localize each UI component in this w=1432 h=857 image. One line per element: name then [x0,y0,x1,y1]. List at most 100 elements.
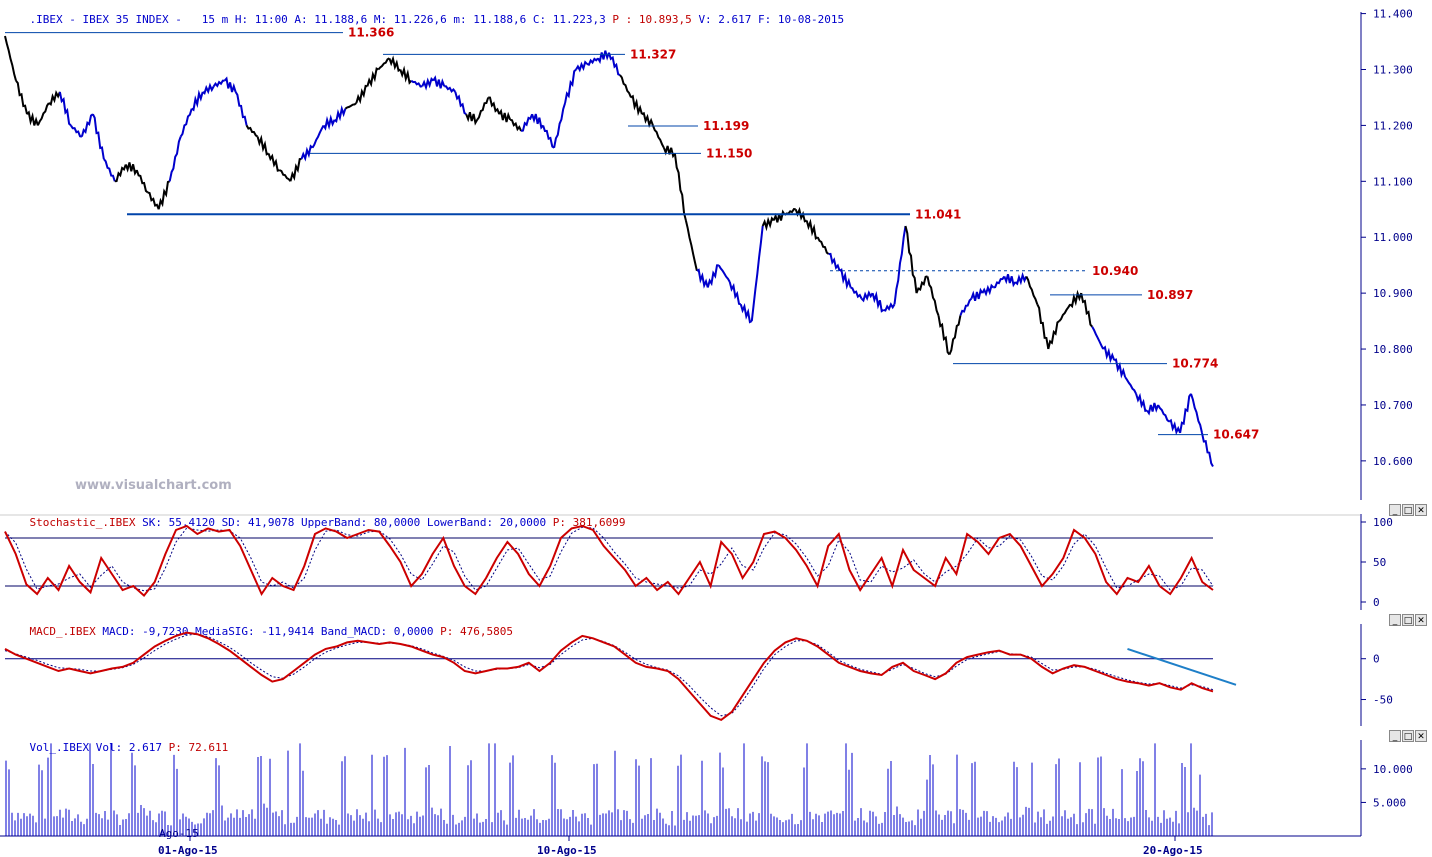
price-bar-segment [850,286,863,300]
x-overlay-label: Ago-15 [159,827,199,840]
restore-button[interactable]: □ [1402,730,1414,742]
price-bar-segment [1168,418,1182,436]
minimize-button[interactable]: _ [1389,614,1401,626]
price-bar-segment [465,111,479,126]
x-tick-label: 01-Ago-15 [158,844,218,857]
price-bar-segment [256,134,270,156]
price-bar-segment [937,315,951,356]
y-tick-label: 0 [1373,653,1380,666]
close-button[interactable]: ✕ [1415,730,1427,742]
price-bar-segment [728,281,742,306]
level-label: 11.327 [630,47,676,61]
level-label: 10.774 [1172,357,1218,371]
price-bar-segment [926,276,940,316]
price-bar-segment [750,225,764,322]
stochastic-p: P: 381,6099 [552,516,626,529]
price-bar-segment [421,77,435,91]
price-bar-segment [1047,320,1060,350]
y-tick-label: 100 [1373,516,1393,529]
price-bar-segment [1058,303,1072,322]
price-bar-segment [410,79,423,88]
price-bar-segment [444,85,457,93]
price-bar-segment [1146,402,1160,416]
price-bar-segment [993,275,1006,289]
price-bar-segment [26,110,39,126]
price-bar-segment [586,57,599,67]
price-bar-segment [673,153,687,221]
price-bar-segment [476,97,490,121]
price-bar-segment [454,91,467,116]
restore-button[interactable]: □ [1402,504,1414,516]
volume-name: Vol_.IBEX [29,741,90,754]
price-bar-segment [1025,275,1039,305]
stochastic-chart[interactable]: 100 50 0 [0,502,1432,612]
price-bar-segment [564,68,577,104]
stochastic-panel[interactable]: Stochastic_.IBEX SK: 55,4120 SD: 41,9078… [0,502,1432,612]
price-bar-segment [553,102,567,148]
y-tick-label: 0 [1373,596,1380,609]
price-bar-segment [388,55,401,73]
macd-trendline [1127,647,1237,686]
y-tick-label: -50 [1373,694,1393,707]
macd-signal-line [4,633,1214,717]
y-tick-label: 10.700 [1373,399,1413,412]
y-tick-label: 10.800 [1373,343,1413,356]
restore-button[interactable]: □ [1402,614,1414,626]
price-bar-segment [488,96,501,115]
price-bar-segment [377,57,390,71]
price-bar-segment [135,169,149,194]
minimize-button[interactable]: _ [1389,504,1401,516]
price-bar-segment [70,124,83,138]
price-bar-segment [662,145,676,159]
price-bar-segment [168,136,182,182]
volume-p: P: 72.611 [168,741,229,754]
y-tick-label: 5.000 [1373,796,1406,809]
y-tick-label: 11.100 [1373,175,1413,188]
price-bar-segment [915,275,928,294]
level-label: 11.041 [915,207,961,221]
price-bar-segment [366,67,379,88]
price-bar-segment [1003,274,1017,288]
price-bar-segment [234,91,248,126]
price-bar-segment [828,252,841,272]
price-bar-segment [48,89,61,106]
price-chart[interactable]: 11.400 11.300 11.200 11.100 11.000 10.900 10.8… [0,0,1432,502]
price-bar-segment [630,94,643,117]
price-bar-segment [1135,392,1148,412]
price-bar-segment [860,290,874,303]
price-bar-segment [1113,358,1127,379]
price-bar-segment [1080,292,1093,328]
x-tick-label: 10-Ago-15 [537,844,597,857]
price-bar-segment [893,225,907,305]
macd-p: P: 476,5805 [440,625,513,638]
y-tick-label: 10.900 [1373,287,1413,300]
close-button[interactable]: ✕ [1415,504,1427,516]
price-bar-segment [597,50,610,65]
price-bar-segment [344,102,358,110]
volume-chart[interactable]: 10.000 5.000 01-Ago-15 10-Ago-15 20-Ago-15 Ag… [0,728,1432,857]
price-bar-segment [245,124,259,138]
macd-chart[interactable]: 0 -50 [0,612,1432,728]
minimize-button[interactable]: _ [1389,730,1401,742]
price-bar-segment [706,264,719,288]
price-bar-segment [684,220,698,272]
price-panel[interactable]: .IBEX - IBEX 35 INDEX - 15 m H: 11:00 A:… [0,0,1432,502]
stochastic-values: SK: 55,4120 SD: 41,9078 UpperBand: 80,00… [142,516,547,529]
volume-panel[interactable]: Vol_.IBEX Vol: 2.617 P: 72.611 _ □ ✕ 10.… [0,728,1432,857]
p-label: P : 10.893,5 [612,13,692,26]
price-bar-segment [509,118,523,132]
price-bar-segment [805,218,819,241]
price-bar-segment [15,80,28,115]
macd-panel[interactable]: MACD_.IBEX MACD: -9,7230 MediaSIG: -11,9… [0,612,1432,728]
y-tick-label: 50 [1373,556,1386,569]
x-tick-label: 20-Ago-15 [1143,844,1203,857]
close-button[interactable]: ✕ [1415,614,1427,626]
price-bar-segment [202,82,215,95]
price-bar-segment [1091,326,1105,350]
price-bar-segment [300,144,314,162]
y-tick-label: 11.200 [1373,119,1413,132]
price-bar-segment [432,75,446,89]
level-label: 10.940 [1092,264,1138,278]
price-bar-segment [1179,393,1192,434]
price-bar-segment [114,164,127,183]
